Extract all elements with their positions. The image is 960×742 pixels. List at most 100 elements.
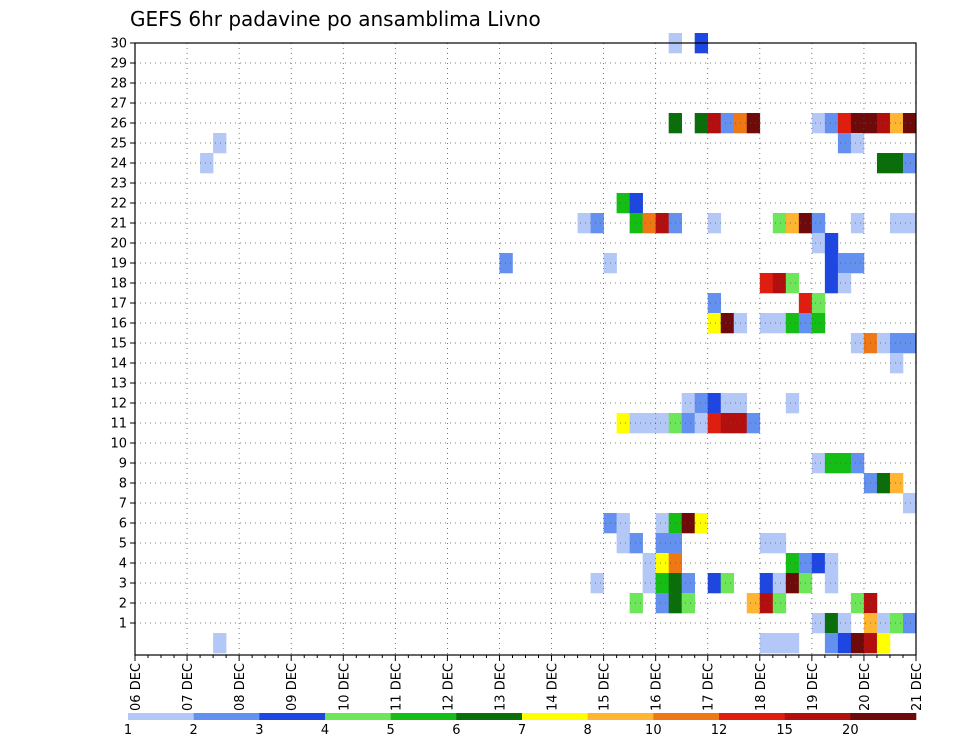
precip-cell xyxy=(772,213,787,234)
y-tick-label: 28 xyxy=(110,77,127,92)
precip-cell xyxy=(720,413,735,434)
precip-cell xyxy=(655,513,669,534)
precip-cell xyxy=(889,153,904,174)
x-tick-label: 09 DEC xyxy=(285,663,300,711)
colorbar-swatch xyxy=(193,713,260,720)
precip-cell xyxy=(759,633,774,654)
colorbar-label: 1 xyxy=(124,723,132,738)
precip-cell xyxy=(889,353,904,374)
precip-cell xyxy=(642,553,656,574)
precip-cell xyxy=(642,213,656,234)
y-tick-label: 30 xyxy=(110,37,127,52)
y-tick-label: 8 xyxy=(119,477,127,492)
colorbar-swatch xyxy=(522,713,588,720)
precip-cell xyxy=(837,253,852,274)
precip-cell xyxy=(876,473,891,494)
precip-cell xyxy=(720,573,735,594)
precip-cell xyxy=(200,153,214,174)
precip-cell xyxy=(655,593,669,614)
precip-cell xyxy=(837,633,852,654)
precip-cell xyxy=(746,593,761,614)
y-tick-label: 24 xyxy=(110,157,127,172)
precip-cell xyxy=(863,633,878,654)
y-tick-label: 10 xyxy=(110,437,127,452)
precip-cell xyxy=(629,593,643,614)
precip-cell xyxy=(811,233,826,254)
colorbar-label: 5 xyxy=(387,723,395,738)
precip-cell xyxy=(811,613,826,634)
plot-frame xyxy=(134,42,917,656)
x-tick-label: 07 DEC xyxy=(181,663,196,711)
precip-cell xyxy=(772,593,787,614)
precip-cell xyxy=(772,313,787,334)
cells-layer xyxy=(200,33,917,654)
colorbar: 1 2 3 4 5 6 7 8 10 12 15 20 xyxy=(124,713,917,738)
precip-cell xyxy=(850,133,865,154)
precip-cell xyxy=(902,493,917,514)
precip-cell xyxy=(837,613,852,634)
precip-cell xyxy=(785,573,800,594)
precip-cell xyxy=(590,213,604,234)
precip-cell xyxy=(616,193,630,214)
y-tick-label: 22 xyxy=(110,197,127,212)
colorbar-label: 12 xyxy=(711,723,728,738)
precip-cell xyxy=(616,533,630,554)
precip-cell xyxy=(902,333,917,354)
precip-cell xyxy=(629,413,643,434)
y-tick-label: 6 xyxy=(119,517,127,532)
precip-cell xyxy=(590,573,604,594)
precip-cell xyxy=(694,113,709,134)
y-tick-label: 11 xyxy=(110,417,127,432)
colorbar-label: 6 xyxy=(452,723,460,738)
precip-cell xyxy=(824,633,839,654)
precip-cell xyxy=(837,453,852,474)
y-tick-label: 29 xyxy=(110,57,127,72)
x-tick-label: 17 DEC xyxy=(702,663,717,711)
colorbar-swatch xyxy=(456,713,523,720)
precip-cell xyxy=(213,133,227,154)
precip-cell xyxy=(811,213,826,234)
x-tick-label: 20 DEC xyxy=(858,663,873,711)
colorbar-swatch xyxy=(719,713,785,720)
precip-cell xyxy=(824,253,839,274)
colorbar-swatch xyxy=(390,713,457,720)
precip-cell xyxy=(213,633,227,654)
x-tick-label: 06 DEC xyxy=(129,663,144,711)
precip-cell xyxy=(681,413,696,434)
precip-cell xyxy=(837,273,852,294)
precip-cell xyxy=(876,633,891,654)
precip-cell xyxy=(850,453,865,474)
x-tick-label: 10 DEC xyxy=(337,663,352,711)
colorbar-label: 2 xyxy=(190,723,198,738)
x-tick-label: 21 DEC xyxy=(910,663,925,711)
precip-cell xyxy=(746,113,761,134)
y-tick-label: 13 xyxy=(110,377,127,392)
colorbar-label: 15 xyxy=(776,723,793,738)
precip-cell xyxy=(759,593,774,614)
precip-cell xyxy=(811,553,826,574)
precip-cell xyxy=(655,573,669,594)
precip-cell xyxy=(850,333,865,354)
precip-cell xyxy=(889,333,904,354)
precip-cell xyxy=(655,413,669,434)
precip-cell xyxy=(707,393,722,414)
y-tick-label: 2 xyxy=(119,597,127,612)
precip-cell xyxy=(577,213,591,234)
precip-cell xyxy=(824,113,839,134)
precip-cell xyxy=(772,533,787,554)
colorbar-swatch xyxy=(653,713,720,720)
precip-cell xyxy=(811,293,826,314)
y-tick-label: 27 xyxy=(110,97,127,112)
colorbar-swatch xyxy=(259,713,326,720)
precip-cell xyxy=(876,113,891,134)
x-tick-label: 16 DEC xyxy=(650,663,665,711)
precip-cell xyxy=(681,573,696,594)
precip-cell xyxy=(811,113,826,134)
precip-cell xyxy=(616,413,630,434)
y-tick-label: 23 xyxy=(110,177,127,192)
precip-cell xyxy=(720,313,735,334)
precip-cell xyxy=(876,333,891,354)
precip-cell xyxy=(850,593,865,614)
y-tick-label: 12 xyxy=(110,397,127,412)
